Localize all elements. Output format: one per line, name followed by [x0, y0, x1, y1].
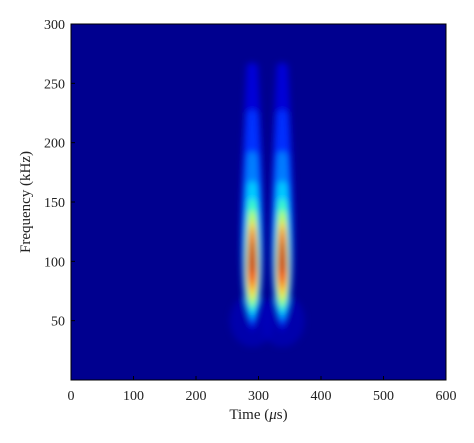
x-axis-label: Time (μs) [229, 407, 287, 423]
x-axis-label-suffix: s) [277, 407, 288, 423]
x-tick-label: 600 [436, 389, 457, 404]
spectrogram-peak [259, 62, 305, 347]
y-tick-label: 200 [44, 137, 65, 152]
x-tick-label: 0 [68, 389, 75, 404]
x-axis-label-prefix: Time ( [229, 407, 269, 423]
y-tick-label: 50 [51, 315, 65, 330]
y-tick-label: 150 [44, 196, 65, 211]
x-tick-label: 400 [311, 389, 332, 404]
y-axis-ticks: 50 100 150 200 250 300 [44, 18, 75, 330]
x-tick-label: 100 [123, 389, 144, 404]
y-tick-label: 300 [44, 18, 65, 33]
x-tick-label: 300 [248, 389, 269, 404]
y-axis-label: Frequency (kHz) [18, 151, 34, 253]
x-axis-label-symbol: μ [268, 407, 277, 423]
y-tick-label: 100 [44, 255, 65, 270]
heatmap-layer [229, 62, 305, 347]
x-tick-label: 500 [373, 389, 394, 404]
y-tick-label: 250 [44, 77, 65, 92]
x-tick-label: 200 [186, 389, 207, 404]
x-axis-ticks: 0 100 200 300 400 500 600 [68, 376, 457, 404]
